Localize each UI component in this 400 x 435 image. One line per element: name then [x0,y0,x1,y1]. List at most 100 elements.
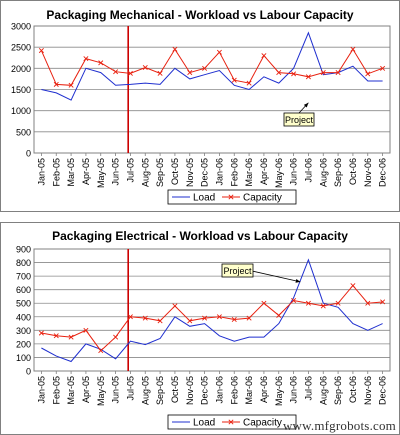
data-point-capacity [216,49,222,55]
annotation-arrowhead [303,102,309,108]
data-point-capacity [202,315,208,321]
chart-mechanical: Packaging Mechanical - Workload vs Labou… [0,0,400,212]
data-point-capacity [231,77,237,83]
y-tick-label: 500 [16,127,31,137]
annotation-label: Project [285,115,314,125]
chart-electrical: Packaging Electrical - Workload vs Labou… [0,222,400,435]
data-point-capacity [172,46,178,52]
y-tick-label: 300 [16,326,31,336]
data-point-capacity [380,65,386,71]
legend-label-load: Load [193,193,215,204]
x-tick-label: Jul-06 [303,376,313,401]
y-tick-label: 400 [16,312,31,322]
data-point-capacity [320,303,326,309]
annotation-box [221,263,254,278]
x-tick-label: Dec-06 [378,376,388,405]
x-tick-label: Jul-06 [303,158,313,183]
x-tick-label: Jan-05 [36,376,46,404]
data-point-capacity [216,314,222,320]
data-point-capacity [142,64,148,71]
x-tick-label: Jan-06 [214,158,224,186]
y-tick-label: 700 [16,272,31,282]
x-tick-label: Mar-05 [66,376,76,405]
plot-area [33,25,391,154]
data-point-capacity [187,318,193,324]
data-point-capacity [365,300,371,306]
legend-label-capacity: Capacity [243,193,282,204]
x-tick-label: Jul-05 [125,158,135,183]
data-point-capacity [276,70,282,76]
data-point-capacity [53,81,59,87]
x-tick-label: Aug-06 [318,376,328,405]
x-tick-label: Jun-06 [289,158,299,186]
data-point-capacity [231,316,237,323]
data-point-capacity [305,74,311,80]
x-tick-label: May-06 [274,158,284,188]
data-point-capacity [202,65,208,71]
x-tick-label: Jan-06 [214,376,224,404]
y-tick-label: 2500 [11,43,31,53]
y-tick-label: 600 [16,285,31,295]
x-tick-label: Feb-05 [51,158,61,187]
annotation-arrowhead [295,278,301,283]
watermark-text: www.mfgrobots.com [282,418,396,433]
data-point-capacity [335,300,341,306]
data-point-capacity [187,70,193,76]
chart-title: Packaging Electrical - Workload vs Labou… [52,229,348,243]
x-tick-label: Feb-06 [229,376,239,405]
x-tick-label: Oct-05 [170,158,180,185]
legend-label-capacity: Capacity [243,418,282,429]
x-tick-label: Sep-05 [155,158,165,187]
y-tick-label: 0 [26,367,31,377]
y-tick-label: 500 [16,299,31,309]
data-point-capacity [261,53,267,59]
data-point-capacity [127,314,133,320]
series-line-capacity [41,284,383,352]
data-point-capacity [98,60,104,66]
x-tick-label: Jun-05 [111,158,121,186]
plot-area [33,248,391,372]
y-tick-label: 1000 [11,106,31,116]
x-tick-label: May-05 [96,376,106,406]
x-tick-label: Aug-06 [318,158,328,187]
x-tick-label: Dec-05 [200,158,210,187]
data-point-capacity [38,330,44,336]
data-point-capacity [113,69,119,75]
data-point-capacity [291,71,297,77]
x-tick-label: May-06 [274,376,284,406]
x-tick-label: Mar-06 [244,376,254,405]
x-tick-label: Jul-05 [125,376,135,401]
x-tick-label: Apr-06 [259,158,269,185]
x-tick-label: Aug-05 [140,158,150,187]
data-point-capacity [142,315,148,321]
y-tick-label: 900 [16,245,31,255]
data-point-capacity [68,82,74,88]
data-point-capacity [172,303,178,309]
x-tick-label: Mar-06 [244,158,254,187]
data-point-capacity [261,300,267,306]
annotation-box [283,112,315,127]
y-tick-label: 1500 [11,85,31,95]
x-tick-label: Apr-06 [259,376,269,403]
x-tick-label: Sep-06 [333,376,343,405]
data-point-capacity [320,70,326,76]
x-tick-label: Feb-06 [229,158,239,187]
x-tick-label: Dec-05 [200,376,210,405]
y-tick-label: 2000 [11,64,31,74]
data-point-capacity [157,318,163,324]
data-point-capacity [291,297,297,304]
series-line-load [41,258,383,363]
legend-marker [228,419,234,425]
data-point-capacity [53,333,59,339]
chart-mechanical-svg: Packaging Mechanical - Workload vs Labou… [0,0,400,212]
y-tick-label: 200 [16,339,31,349]
x-tick-label: Oct-05 [170,376,180,403]
data-point-capacity [246,315,252,321]
data-point-capacity [380,299,386,305]
x-tick-label: Mar-05 [66,158,76,187]
x-tick-label: Aug-05 [140,376,150,405]
data-point-capacity [83,327,89,333]
chart-frame [0,0,400,212]
x-tick-label: Sep-05 [155,376,165,405]
x-tick-label: Nov-06 [363,376,373,405]
